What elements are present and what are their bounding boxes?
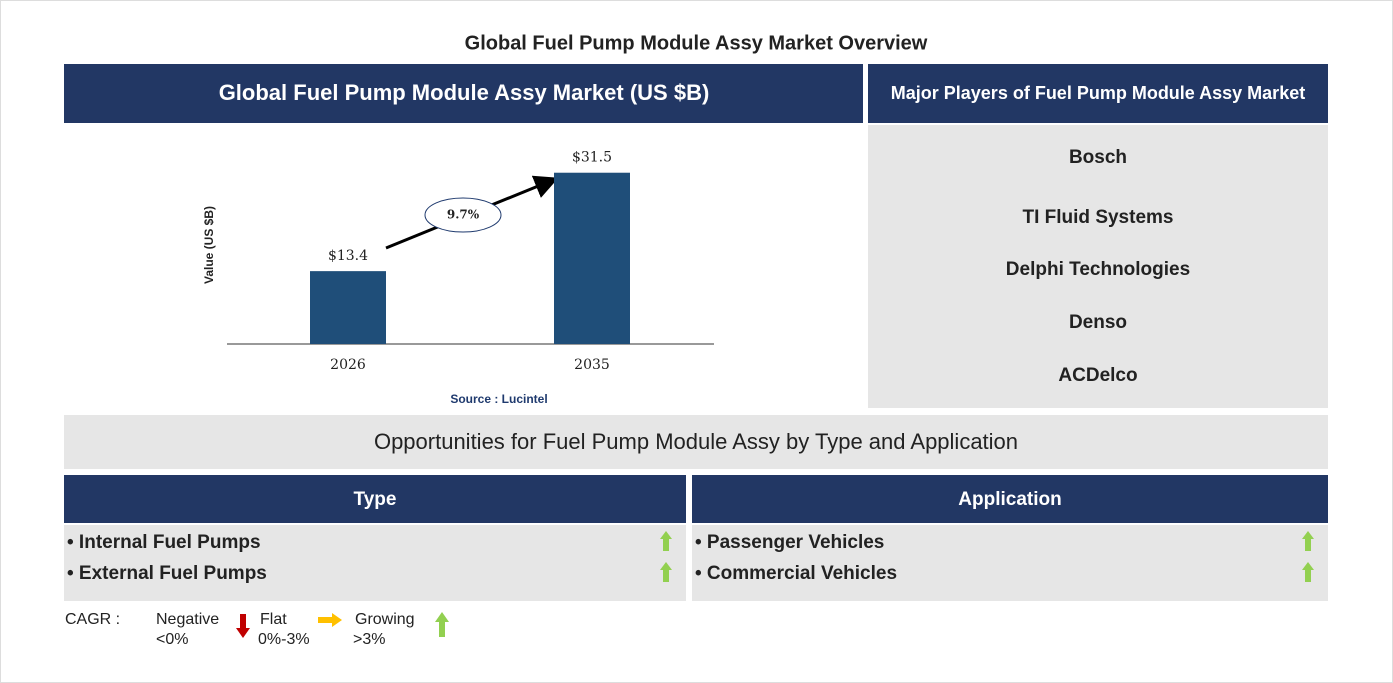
players-title: Major Players of Fuel Pump Module Assy M… xyxy=(891,83,1305,103)
growth-icon xyxy=(660,562,672,582)
legend-negative-range: <0% xyxy=(156,631,188,648)
growth-icon xyxy=(660,531,672,551)
page-title: Global Fuel Pump Module Assy Market Over… xyxy=(465,32,928,54)
column-title: Type xyxy=(354,489,397,510)
value-label: $13.4 xyxy=(328,248,368,264)
legend-negative: Negative xyxy=(156,611,219,628)
growth-icon xyxy=(1302,531,1314,551)
column-panel xyxy=(692,525,1328,601)
x-tick-label: 2026 xyxy=(330,357,366,373)
player-name: TI Fluid Systems xyxy=(1023,207,1174,228)
chart-header xyxy=(64,64,863,123)
column-title: Application xyxy=(958,489,1061,510)
legend-growing-range: >3% xyxy=(353,631,385,648)
legend-label: CAGR : xyxy=(65,611,120,628)
right-arrow-icon xyxy=(318,613,342,627)
bar xyxy=(310,271,386,344)
column-panel xyxy=(64,525,686,601)
player-name: Bosch xyxy=(1069,147,1127,168)
up-arrow-icon xyxy=(435,612,449,637)
cagr-ellipse xyxy=(424,197,502,233)
legend-flat: Flat xyxy=(260,611,287,628)
growth-icon xyxy=(1302,562,1314,582)
value-label: $31.5 xyxy=(572,150,612,166)
column-header xyxy=(64,475,686,523)
players-panel xyxy=(868,125,1328,408)
bar xyxy=(554,172,630,344)
opportunity-item: • Commercial Vehicles xyxy=(695,563,897,584)
cagr-label: 9.7% xyxy=(447,208,480,222)
player-name: Delphi Technologies xyxy=(1006,259,1190,280)
y-axis-label: Value (US $B) xyxy=(202,206,216,284)
players-header xyxy=(868,64,1328,123)
opportunity-item: • Passenger Vehicles xyxy=(695,532,884,553)
player-name: ACDelco xyxy=(1058,365,1137,386)
player-name: Denso xyxy=(1069,312,1127,333)
column-header xyxy=(692,475,1328,523)
legend-flat-range: 0%-3% xyxy=(258,631,310,648)
opportunity-item: • Internal Fuel Pumps xyxy=(67,532,261,553)
chart-title: Global Fuel Pump Module Assy Market (US … xyxy=(219,80,710,105)
legend-growing: Growing xyxy=(355,611,415,628)
down-arrow-icon xyxy=(236,614,250,638)
x-tick-label: 2035 xyxy=(574,357,610,373)
opportunity-item: • External Fuel Pumps xyxy=(67,563,267,584)
opportunities-header xyxy=(64,415,1328,469)
source: Source : Lucintel xyxy=(450,392,547,406)
opportunities-title: Opportunities for Fuel Pump Module Assy … xyxy=(374,429,1018,454)
